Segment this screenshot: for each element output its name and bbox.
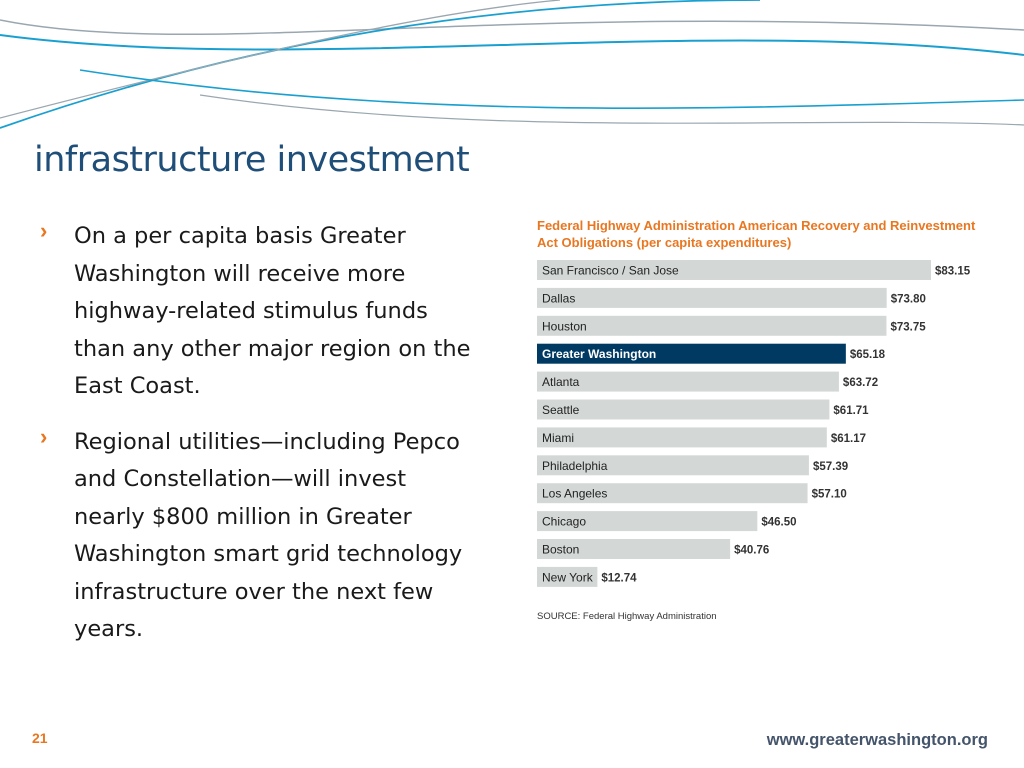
category-label: Houston [542, 319, 587, 333]
bar-boston [537, 539, 731, 559]
value-label: $12.74 [601, 572, 637, 584]
chart-source: SOURCE: Federal Highway Administration [537, 611, 717, 622]
bar-chicago [537, 511, 758, 532]
bullet-item: › Regional utilities—including Pepco and… [40, 424, 480, 649]
wave-line-gray [199, 94, 1024, 126]
wave-line-blue [79, 69, 1024, 109]
bar-los-angeles [537, 483, 808, 504]
bullet-item: › On a per capita basis Greater Washingt… [40, 218, 480, 406]
value-label: $57.39 [813, 461, 848, 473]
value-label: $83.15 [935, 266, 971, 278]
category-label: Los Angeles [542, 487, 607, 501]
wave-line-blue [0, 34, 1024, 56]
bar-seattle [537, 399, 830, 420]
value-label: $57.10 [812, 489, 847, 501]
value-label: $73.80 [891, 293, 926, 305]
category-label: San Francisco / San Jose [542, 264, 679, 278]
value-label: $73.75 [890, 321, 926, 333]
value-label: $40.76 [734, 545, 769, 557]
bullet-text: Regional utilities—including Pepco and C… [74, 428, 463, 643]
bar-houston [537, 315, 887, 336]
value-label: $63.72 [843, 377, 878, 389]
decorative-waves [0, 0, 1024, 129]
bar-dallas [537, 287, 887, 308]
value-label: $65.18 [850, 349, 886, 361]
bar-greater-washington [537, 343, 846, 364]
bullet-list: › On a per capita basis Greater Washingt… [40, 218, 480, 667]
category-label: Boston [542, 543, 579, 557]
site-url[interactable]: www.greaterwashington.org [766, 731, 988, 749]
value-label: $61.71 [833, 405, 869, 417]
category-label: Dallas [542, 291, 575, 305]
bullet-text: On a per capita basis Greater Washington… [74, 223, 471, 399]
bar-chart: San Francisco / San Jose $83.15 Dallas $73.… [537, 260, 971, 587]
bar-san-francisco-san-jose [537, 260, 931, 280]
bar-atlanta [537, 371, 839, 392]
wave-line-gray [0, 19, 1024, 36]
bar-philadelphia [537, 455, 809, 476]
bar-miami [537, 427, 827, 448]
category-label: Philadelphia [542, 459, 608, 473]
category-label: Miami [542, 431, 574, 445]
bullet-chevron-icon: › [40, 218, 48, 243]
category-label: Atlanta [542, 375, 580, 389]
page-number: 21 [32, 730, 48, 746]
wave-line-gray [0, 0, 561, 119]
slide-title: infrastructure investment [34, 140, 470, 180]
value-label: $61.17 [831, 433, 866, 445]
category-label: Seattle [542, 403, 580, 417]
category-label: Greater Washington [542, 347, 656, 361]
category-label: Chicago [542, 515, 586, 529]
value-label: $46.50 [761, 517, 796, 529]
bullet-chevron-icon: › [40, 423, 48, 449]
bar-new-york [537, 566, 598, 587]
chart-title: Federal Highway Administration American … [537, 218, 976, 250]
wave-line-blue [0, 0, 761, 129]
category-label: New York [542, 570, 594, 584]
